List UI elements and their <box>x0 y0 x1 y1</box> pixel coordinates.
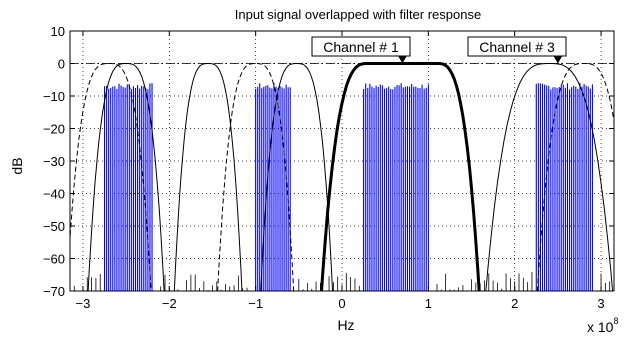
x-tick-label: −1 <box>248 296 263 311</box>
x-tick-label: 0 <box>338 296 345 311</box>
series-layer <box>70 62 614 291</box>
y-tick-label: −60 <box>43 252 65 267</box>
y-tick-label: −70 <box>43 284 65 299</box>
annotation-text: Channel # 1 <box>323 39 399 55</box>
x-tick-label: 2 <box>511 296 518 311</box>
y-tick-label: 10 <box>51 24 65 39</box>
x-multiplier-base: x 10 <box>587 319 614 335</box>
y-tick-label: 0 <box>58 57 65 72</box>
x-tick-label: −2 <box>162 296 177 311</box>
channel-annotation: Channel # 1 <box>311 36 411 64</box>
y-tick-label: −10 <box>43 89 65 104</box>
x-tick-label: 3 <box>597 296 604 311</box>
filter-curve-thin <box>173 63 243 291</box>
series-group <box>70 62 614 291</box>
y-tick-label: −40 <box>43 187 65 202</box>
x-tick-label: −3 <box>76 296 91 311</box>
x-tick-label: 1 <box>425 296 432 311</box>
annotation-box <box>311 36 411 57</box>
filter-curve-thin <box>485 63 614 291</box>
annotation-text: Channel # 3 <box>479 39 555 55</box>
x-multiplier: x 108 <box>587 316 618 335</box>
chart-title: Input signal overlapped with filter resp… <box>235 7 481 22</box>
channel-annotation: Channel # 3 <box>467 36 567 64</box>
annotations: Channel # 1 Channel # 3 <box>311 36 567 64</box>
arrow-head-icon <box>398 56 407 64</box>
y-tick-label: −50 <box>43 219 65 234</box>
annotation-box <box>467 36 567 57</box>
y-tick-label: −30 <box>43 154 65 169</box>
x-axis-label: Hz <box>337 317 354 333</box>
arrow-head-icon <box>553 56 562 64</box>
y-axis-label: dB <box>9 157 25 174</box>
y-tick-label: −20 <box>43 122 65 137</box>
x-multiplier-exp: 8 <box>613 316 618 326</box>
filter-curve-thin <box>87 63 165 291</box>
filter-curve-dashed <box>217 63 295 291</box>
